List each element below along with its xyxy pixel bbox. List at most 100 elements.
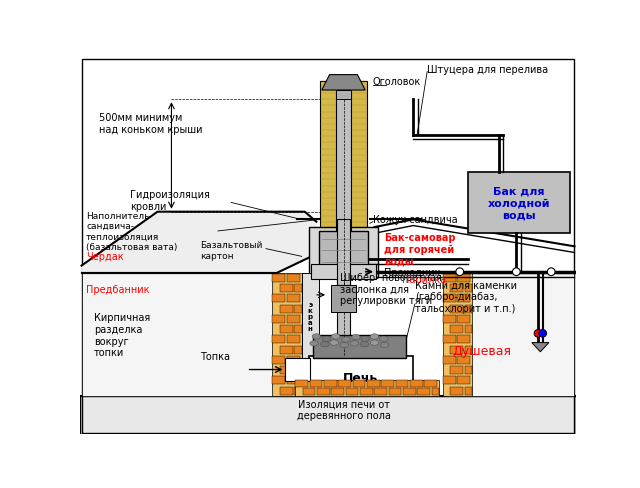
Bar — [465, 285, 472, 292]
Text: Бак для
холодной
воды: Бак для холодной воды — [488, 186, 550, 220]
Bar — [280, 285, 292, 292]
Bar — [458, 315, 470, 323]
Polygon shape — [532, 343, 549, 352]
Bar — [336, 91, 351, 100]
Bar — [272, 336, 285, 344]
Bar — [337, 220, 351, 285]
Bar — [280, 325, 292, 333]
Bar — [287, 377, 300, 385]
Ellipse shape — [380, 343, 389, 348]
Bar — [360, 388, 372, 395]
Text: Топка: Топка — [200, 352, 230, 362]
Bar — [294, 387, 301, 395]
Text: Гидроизоляция
кровли: Гидроизоляция кровли — [131, 190, 211, 211]
Bar — [410, 380, 423, 387]
Ellipse shape — [322, 336, 331, 342]
Text: э
к
р
а
н: э к р а н — [308, 301, 313, 331]
Ellipse shape — [360, 342, 369, 347]
Polygon shape — [322, 76, 365, 91]
Bar — [294, 285, 301, 292]
Bar — [272, 356, 285, 364]
Text: Проходник: Проходник — [384, 267, 440, 277]
Ellipse shape — [332, 334, 340, 340]
Bar — [294, 346, 301, 354]
Bar — [458, 336, 470, 344]
Bar — [450, 387, 463, 395]
Bar — [80, 397, 576, 434]
Circle shape — [513, 268, 520, 276]
Bar — [287, 274, 300, 282]
Bar — [287, 315, 300, 323]
Bar — [280, 387, 292, 395]
Bar — [396, 380, 408, 387]
Bar — [320, 81, 367, 258]
Bar — [272, 377, 285, 385]
Circle shape — [534, 330, 542, 338]
Bar — [374, 388, 387, 395]
Bar — [317, 388, 330, 395]
Bar — [381, 380, 394, 387]
Bar — [285, 358, 310, 381]
Bar — [458, 274, 470, 282]
Bar — [272, 274, 301, 397]
Bar — [296, 380, 308, 387]
Ellipse shape — [340, 343, 349, 348]
Bar — [443, 274, 456, 282]
Ellipse shape — [361, 336, 369, 342]
Ellipse shape — [312, 334, 321, 340]
Bar — [294, 366, 301, 374]
Bar — [458, 295, 470, 303]
Bar — [301, 274, 319, 358]
Text: Оголовок: Оголовок — [373, 77, 421, 86]
Bar — [310, 380, 323, 387]
Ellipse shape — [380, 336, 388, 342]
Bar — [339, 380, 351, 387]
Bar — [450, 325, 463, 333]
Bar — [450, 285, 463, 292]
Bar — [336, 81, 351, 243]
Bar — [311, 264, 376, 280]
Bar — [465, 305, 472, 313]
Bar — [465, 366, 472, 374]
Text: Кожух сандвича: Кожух сандвича — [373, 215, 458, 225]
Circle shape — [547, 268, 555, 276]
Bar — [403, 388, 415, 395]
Bar — [450, 346, 463, 354]
Bar — [443, 274, 472, 397]
Bar — [294, 325, 301, 333]
Bar — [431, 388, 439, 395]
Bar — [324, 380, 337, 387]
Bar — [308, 357, 413, 395]
Text: Предбанник: Предбанник — [86, 284, 150, 294]
Bar — [272, 274, 285, 282]
Text: Душевая: Душевая — [452, 344, 511, 357]
Bar — [319, 231, 368, 274]
Ellipse shape — [342, 337, 350, 343]
Bar — [272, 295, 285, 303]
Text: Парилка: Парилка — [403, 275, 447, 285]
Text: Кирпичная
разделка
вокруг
топки: Кирпичная разделка вокруг топки — [94, 313, 150, 358]
Bar — [331, 285, 356, 312]
Bar — [450, 305, 463, 313]
Ellipse shape — [310, 341, 318, 346]
Bar — [287, 336, 300, 344]
Bar — [458, 377, 470, 385]
Bar — [388, 388, 401, 395]
Bar — [296, 380, 439, 397]
Text: 500мм минимум
над коньком крыши: 500мм минимум над коньком крыши — [99, 113, 203, 135]
Text: Камни для каменки
(габбро-диабаз,
тальохлорит и т.п.): Камни для каменки (габбро-диабаз, тальох… — [415, 280, 517, 313]
Text: Наполнитель
сандвича-
теплоизоляция
(базальтовая вата): Наполнитель сандвича- теплоизоляция (баз… — [86, 211, 177, 251]
Bar — [280, 366, 292, 374]
Bar — [294, 305, 301, 313]
Bar — [367, 380, 380, 387]
Bar — [465, 346, 472, 354]
Bar — [332, 388, 344, 395]
Polygon shape — [81, 212, 316, 274]
Bar — [424, 380, 437, 387]
Ellipse shape — [351, 335, 360, 340]
Text: Бак-самовар
для горячей
воды: Бак-самовар для горячей воды — [384, 232, 455, 266]
Text: Печь: Печь — [343, 371, 378, 384]
Ellipse shape — [370, 340, 379, 346]
Bar — [443, 336, 456, 344]
Bar — [287, 356, 300, 364]
